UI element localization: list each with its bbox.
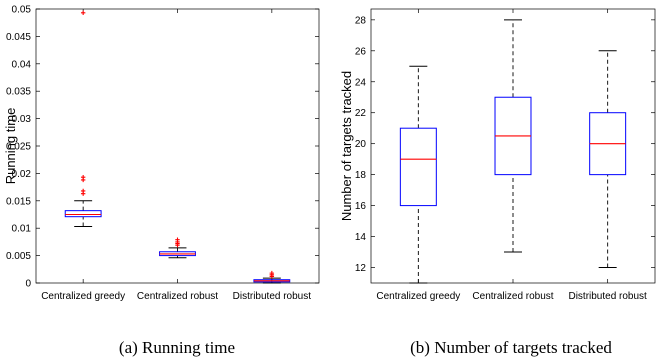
caption-b: (b) Number of targets tracked	[410, 338, 612, 357]
y-tick-label: 20	[355, 139, 367, 150]
y-tick-label: 0.04	[12, 59, 32, 70]
y-tick-label: 0.005	[6, 251, 31, 262]
panel-running-time: 0 0.005 0.01 0.015 0.02 0.025 0.03 0.035 0.04 0.0…	[3, 5, 320, 302]
y-tick-label: 0.03	[12, 114, 32, 125]
x-tick-label: Centralized robust	[472, 291, 553, 302]
x-tick-label: Centralized robust	[137, 291, 218, 302]
y-tick-label: 0.025	[6, 142, 31, 153]
y-tick-label: 18	[355, 170, 367, 181]
y-tick-label: 12	[355, 263, 367, 274]
y-tick-label: 0.02	[12, 169, 32, 180]
y-tick-label: 24	[355, 77, 367, 88]
box	[64, 210, 102, 218]
y-tick-label: 0.035	[6, 87, 31, 98]
y-tick-label: 26	[355, 46, 367, 57]
y-tick-label: 0.045	[6, 32, 31, 43]
panel-targets-tracked: 12 14 16 18 20 22 24 26 28 Centralized greedy Cent…	[339, 8, 656, 302]
y-tick-label: 28	[355, 15, 367, 26]
y-tick-label: 14	[355, 232, 367, 243]
y-tick-label: 22	[355, 108, 367, 119]
y-tick-label: 0.015	[6, 196, 31, 207]
y-tick-label: 0.05	[12, 5, 32, 16]
y-axis-label: Running time	[3, 108, 18, 185]
outlier-marker	[80, 175, 86, 180]
caption-a: (a) Running time	[119, 338, 235, 357]
x-tick-label: Centralized greedy	[41, 291, 125, 302]
y-axis-label: Number of targets tracked	[339, 71, 354, 221]
outlier-marker	[80, 188, 86, 194]
outlier-marker	[269, 270, 275, 276]
x-tick-label: Centralized greedy	[376, 291, 460, 302]
y-tick-label: 0.01	[12, 224, 32, 235]
x-tick-label: Distributed robust	[568, 291, 647, 302]
x-tick-label: Distributed robust	[233, 291, 312, 302]
box	[399, 127, 437, 207]
y-tick-label: 0	[25, 279, 31, 290]
outlier-marker	[175, 237, 180, 242]
outlier-marker	[80, 10, 86, 16]
y-tick-label: 16	[355, 201, 367, 212]
